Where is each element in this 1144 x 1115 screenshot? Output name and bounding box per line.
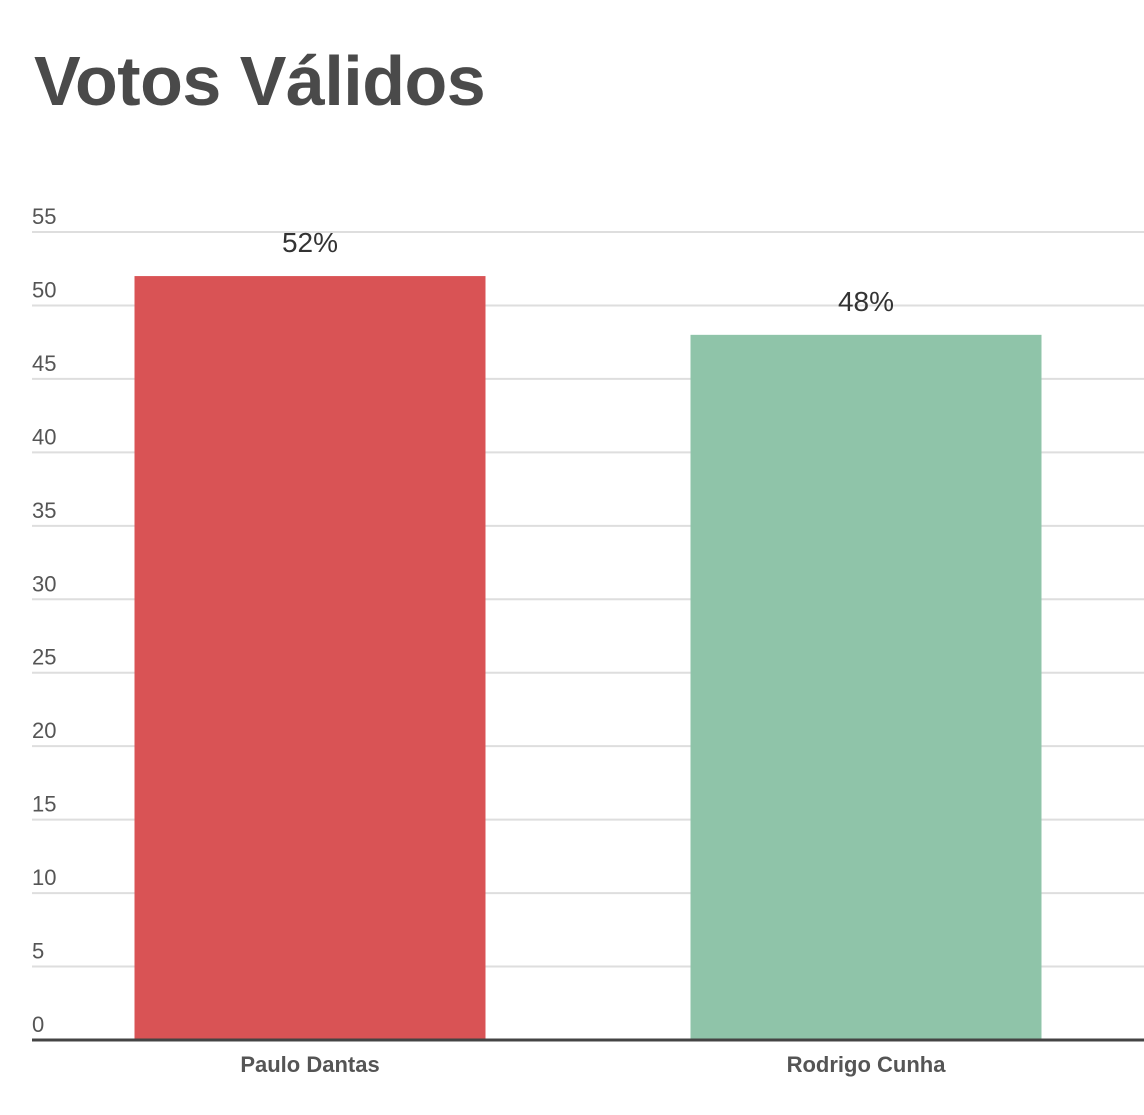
bars [134, 276, 1042, 1040]
bar-paulo-dantas [134, 276, 486, 1040]
x-category-label: Rodrigo Cunha [787, 1052, 947, 1077]
y-tick-label: 20 [32, 718, 56, 743]
y-tick-label: 15 [32, 792, 56, 817]
chart-title: Votos Válidos [34, 42, 486, 120]
y-tick-label: 5 [32, 939, 44, 964]
y-tick-label: 50 [32, 277, 56, 302]
y-axis-tick-labels: 0 5 10 15 20 25 30 35 40 45 50 55 [32, 204, 56, 1037]
data-labels: 52% 48% [282, 227, 894, 317]
y-tick-label: 25 [32, 645, 56, 670]
y-tick-label: 55 [32, 204, 56, 229]
y-tick-label: 35 [32, 498, 56, 523]
data-label: 48% [838, 286, 894, 317]
data-label: 52% [282, 227, 338, 258]
y-tick-label: 10 [32, 865, 56, 890]
x-axis-category-labels: Paulo Dantas Rodrigo Cunha [240, 1052, 946, 1077]
x-category-label: Paulo Dantas [240, 1052, 379, 1077]
y-tick-label: 40 [32, 424, 56, 449]
y-tick-label: 0 [32, 1012, 44, 1037]
y-tick-label: 45 [32, 351, 56, 376]
bar-rodrigo-cunha [690, 334, 1042, 1040]
y-tick-label: 30 [32, 571, 56, 596]
